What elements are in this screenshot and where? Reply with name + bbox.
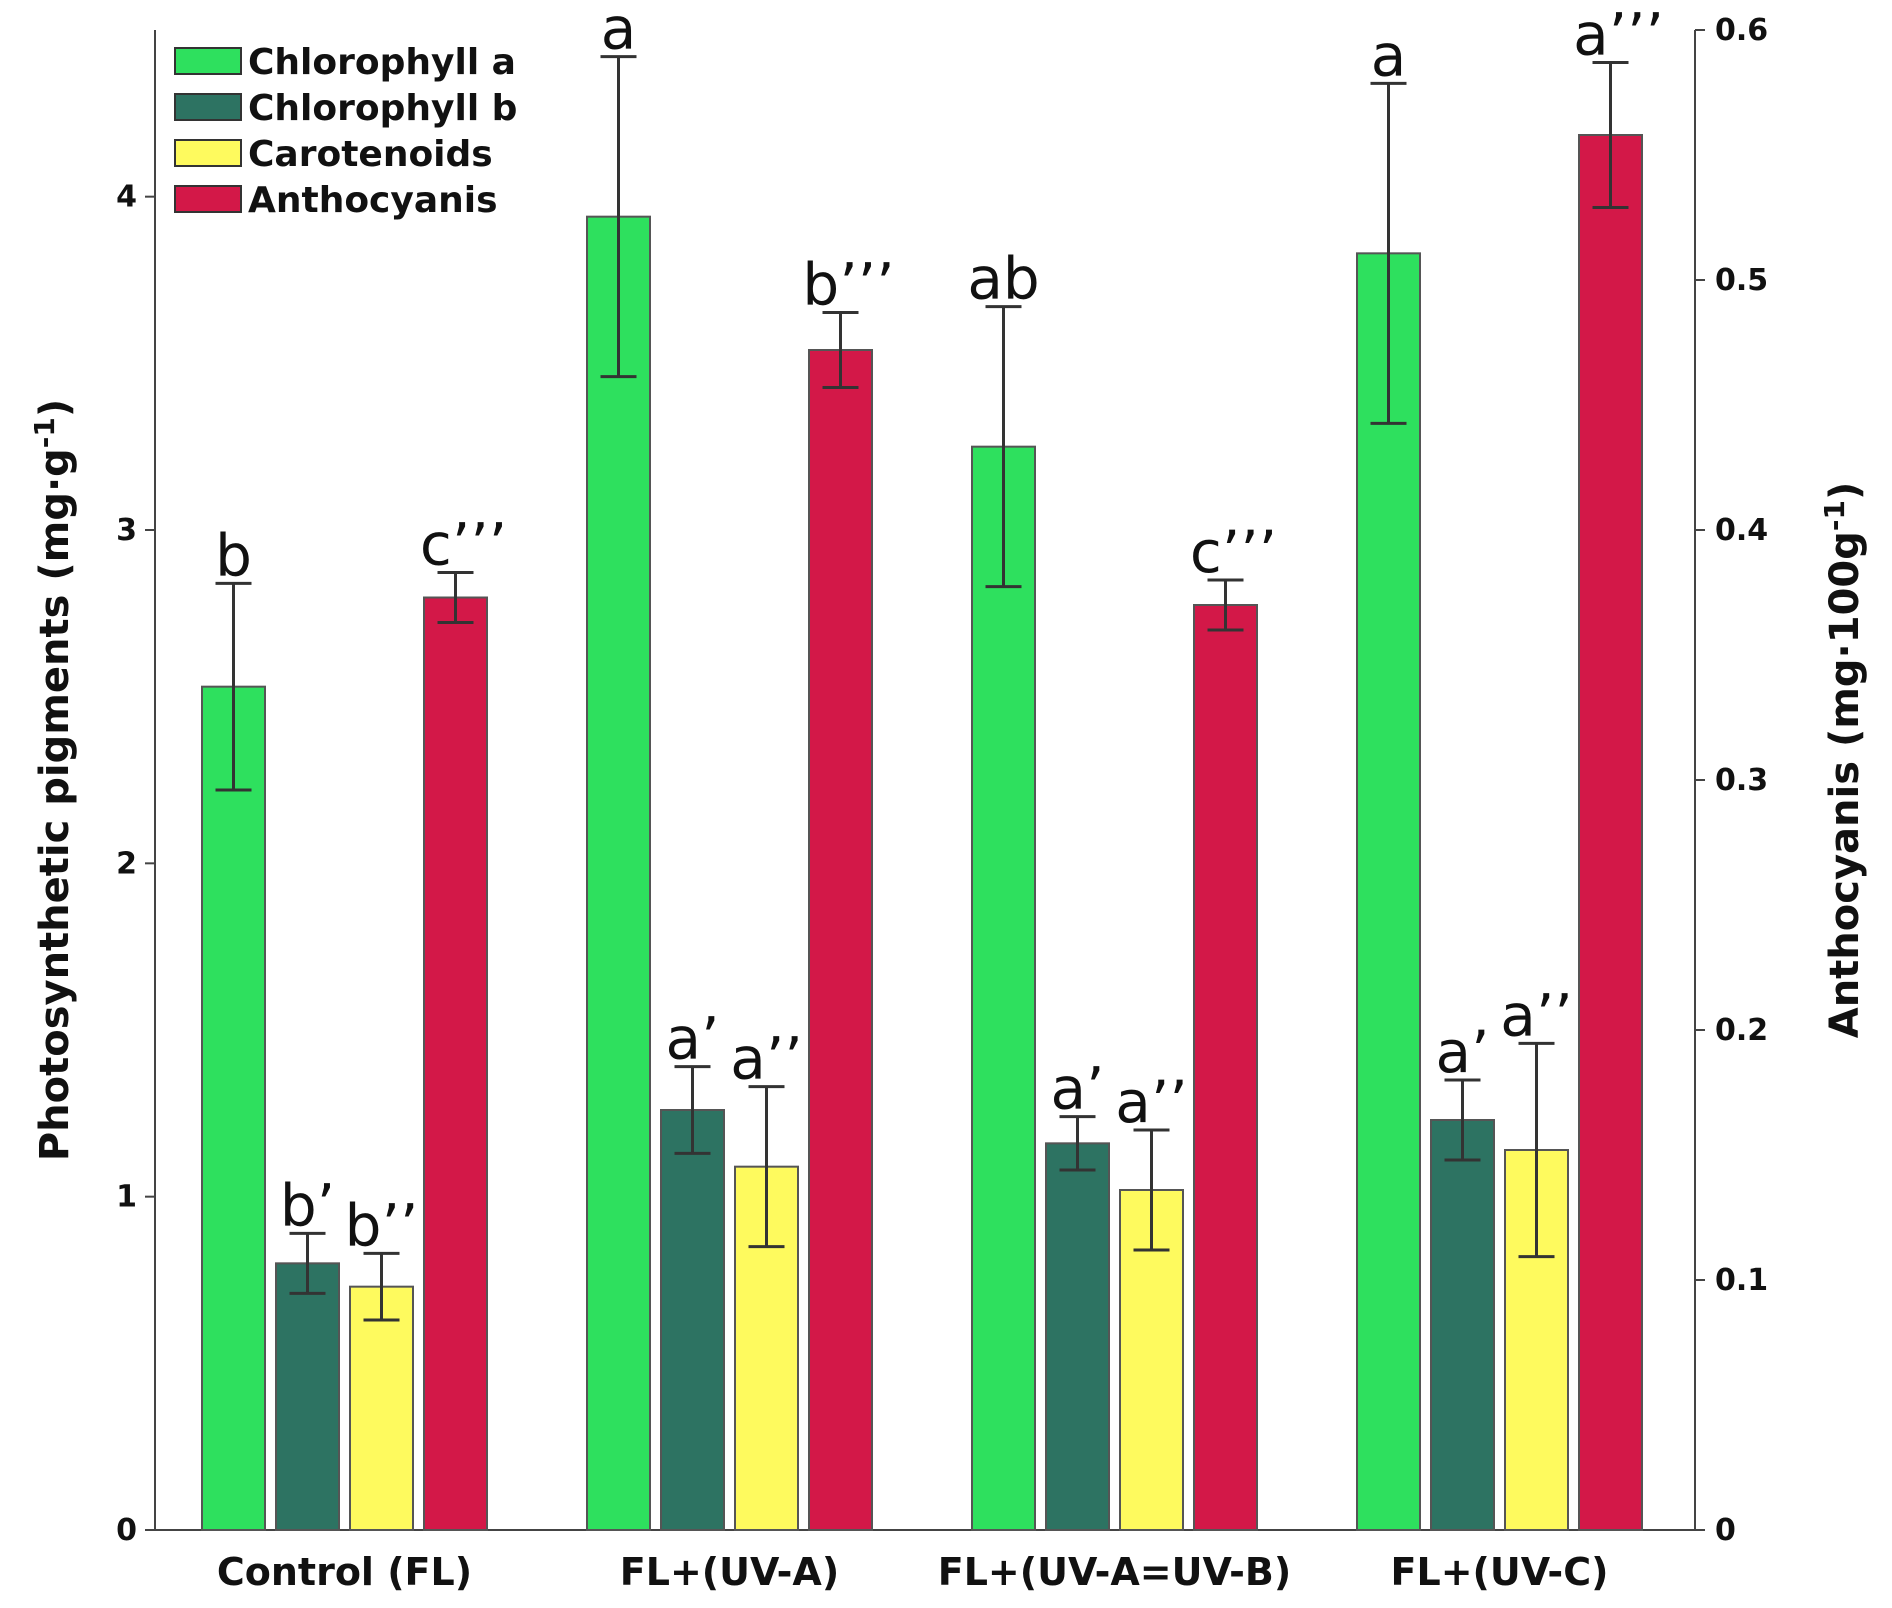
- significance-label: a’’: [1115, 1068, 1187, 1136]
- legend-label: Chlorophyll a: [248, 42, 516, 83]
- bars: [201, 55, 1643, 1532]
- significance-label: a’: [666, 1005, 720, 1073]
- category-label: Control (FL): [217, 1550, 472, 1594]
- legend: Chlorophyll a Chlorophyll b Carotenoids Ant…: [174, 42, 517, 221]
- bar: [349, 1285, 414, 1531]
- significance-label: a’’: [1500, 981, 1572, 1049]
- significance-label: b’: [280, 1171, 335, 1239]
- significance-label: c’’’: [420, 511, 507, 579]
- category-label: FL+(UV-C): [1391, 1550, 1609, 1594]
- right-axis-title-exponent: -1: [1818, 500, 1851, 531]
- category-label: FL+(UV-A=UV-B): [938, 1550, 1292, 1594]
- right-tick-label: 0.2: [1715, 1013, 1768, 1048]
- right-axis-title-end: ): [1822, 482, 1868, 500]
- significance-label: c’’’: [1190, 518, 1277, 586]
- left-tick-label: 0: [116, 1513, 137, 1548]
- left-tick-label: 4: [116, 180, 137, 215]
- axes: 0 1 2 3 4 0 0.1 0.2 0.3 0.4 0.5 0.6 Photosynthetic p…: [28, 13, 1868, 1594]
- significance-label: ab: [967, 245, 1039, 313]
- left-tick-label: 2: [116, 846, 137, 881]
- right-axis-title: Anthocyanis (mg·100g-1): [1818, 482, 1868, 1039]
- right-tick-label: 0.4: [1715, 513, 1768, 548]
- significance-label: a’: [1436, 1018, 1490, 1086]
- bar: [1578, 134, 1643, 1531]
- right-tick-label: 0.3: [1715, 763, 1768, 798]
- bar: [1193, 604, 1258, 1531]
- significance-label: a: [601, 0, 637, 63]
- legend-label: Chlorophyll b: [248, 88, 517, 129]
- significance-label: a’: [1051, 1055, 1105, 1123]
- left-axis-title-end: ): [32, 399, 78, 417]
- bar: [201, 685, 266, 1531]
- significance-label: b: [215, 521, 252, 589]
- bar: [423, 596, 488, 1531]
- left-tick-label: 3: [116, 513, 137, 548]
- bar: [586, 215, 651, 1532]
- bar: [1045, 1142, 1110, 1532]
- bar: [1356, 252, 1421, 1531]
- bar: [808, 349, 873, 1531]
- right-tick-label: 0.5: [1715, 263, 1768, 298]
- left-tick-label: 1: [116, 1180, 137, 1215]
- bar: [971, 445, 1036, 1532]
- bar: [1430, 1119, 1495, 1531]
- right-tick-label: 0.1: [1715, 1263, 1768, 1298]
- legend-swatch: [174, 139, 242, 167]
- significance-label: a’’’: [1573, 1, 1664, 69]
- category-label: FL+(UV-A): [620, 1550, 839, 1594]
- significance-label: a: [1371, 21, 1407, 89]
- left-axis-title-exponent: -1: [28, 417, 61, 448]
- left-axis-title: Photosynthetic pigments (mg·g-1): [28, 399, 78, 1161]
- bar: [275, 1262, 340, 1532]
- right-tick-label: 0.6: [1715, 13, 1768, 48]
- significance-label: a’’: [730, 1025, 802, 1093]
- significance-label: b’’: [345, 1191, 419, 1259]
- legend-label: Anthocyanis: [248, 180, 498, 221]
- right-axis-title-main: Anthocyanis (mg·100g: [1822, 531, 1868, 1038]
- significance-label: b’’’: [802, 251, 894, 319]
- bar: [660, 1109, 725, 1531]
- legend-label: Carotenoids: [248, 134, 493, 175]
- significance-labels: bb’ b’’c’’’aa’ a’’b’’’ aba’ a’’c’’’aa’a’’a’’…: [215, 0, 1664, 1259]
- legend-swatch: [174, 185, 242, 213]
- legend-swatch: [174, 93, 242, 121]
- right-tick-label: 0: [1715, 1513, 1736, 1548]
- legend-swatch: [174, 47, 242, 75]
- left-axis-title-main: Photosynthetic pigments (mg·g: [32, 448, 78, 1161]
